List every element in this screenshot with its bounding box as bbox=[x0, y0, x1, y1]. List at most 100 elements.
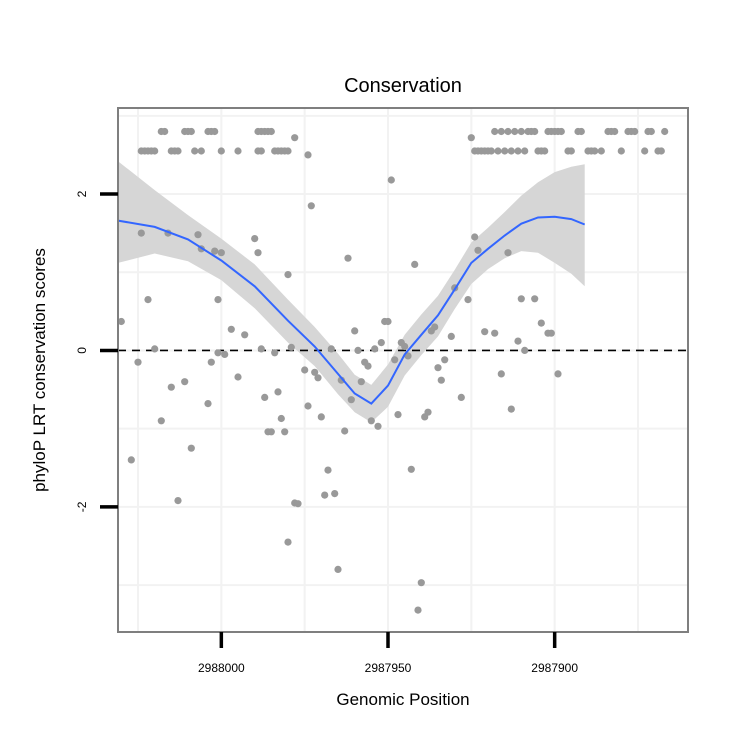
data-point bbox=[487, 147, 495, 155]
data-point bbox=[357, 378, 365, 386]
data-point bbox=[137, 229, 145, 237]
y-axis-label: phyloP LRT conservation scores bbox=[30, 248, 49, 492]
x-tick-label: 2987950 bbox=[365, 661, 412, 675]
data-point bbox=[507, 147, 515, 155]
data-point bbox=[531, 127, 539, 136]
plot-panel-border bbox=[117, 107, 689, 633]
data-point bbox=[304, 402, 312, 410]
data-point bbox=[234, 147, 242, 155]
data-point bbox=[554, 370, 562, 378]
data-point bbox=[294, 500, 302, 508]
data-point bbox=[134, 358, 142, 366]
data-point bbox=[547, 329, 555, 337]
data-point bbox=[254, 147, 262, 155]
data-point bbox=[557, 127, 565, 136]
data-point bbox=[284, 538, 292, 546]
data-point bbox=[274, 388, 282, 396]
data-point bbox=[291, 134, 299, 142]
data-point bbox=[221, 350, 229, 358]
data-point bbox=[314, 374, 322, 382]
data-point bbox=[227, 325, 235, 333]
data-point bbox=[144, 296, 152, 304]
data-points bbox=[117, 127, 669, 614]
data-point bbox=[214, 349, 222, 357]
data-point bbox=[541, 147, 549, 155]
data-point bbox=[434, 364, 442, 372]
data-point bbox=[257, 345, 265, 353]
x-axis-label: Genomic Position bbox=[336, 690, 469, 709]
chart-title: Conservation bbox=[344, 75, 462, 97]
data-point bbox=[497, 370, 505, 378]
data-point bbox=[447, 332, 455, 340]
data-point bbox=[254, 249, 262, 257]
data-point bbox=[577, 127, 585, 136]
data-point bbox=[174, 147, 182, 155]
data-point bbox=[157, 417, 165, 425]
x-tick-label: 2988000 bbox=[198, 661, 245, 675]
data-point bbox=[284, 271, 292, 279]
data-point bbox=[491, 329, 499, 337]
y-axis: -2 0 2 bbox=[75, 190, 118, 512]
y-tick-label: 2 bbox=[75, 190, 89, 197]
data-point bbox=[591, 147, 599, 155]
data-point bbox=[267, 428, 275, 436]
data-point bbox=[471, 233, 479, 241]
data-point bbox=[497, 127, 505, 136]
data-point bbox=[371, 345, 379, 353]
data-point bbox=[464, 296, 472, 304]
data-point bbox=[324, 466, 332, 474]
data-point bbox=[284, 147, 292, 155]
data-point bbox=[657, 147, 665, 155]
data-point bbox=[261, 393, 269, 401]
data-point bbox=[387, 176, 395, 184]
data-point bbox=[301, 366, 309, 374]
data-point bbox=[151, 345, 159, 353]
data-point bbox=[631, 127, 639, 136]
data-point bbox=[377, 339, 385, 347]
data-point bbox=[504, 127, 512, 136]
data-point bbox=[611, 127, 619, 136]
data-point bbox=[441, 356, 449, 364]
data-point bbox=[351, 327, 359, 335]
data-point bbox=[354, 346, 362, 354]
data-point bbox=[317, 413, 325, 421]
data-point bbox=[211, 127, 219, 136]
data-point bbox=[567, 147, 575, 155]
data-point bbox=[537, 319, 545, 327]
data-point bbox=[181, 378, 189, 386]
data-point bbox=[211, 247, 219, 255]
data-point bbox=[437, 376, 445, 384]
data-point bbox=[364, 362, 372, 370]
data-point bbox=[661, 127, 669, 136]
data-point bbox=[517, 127, 525, 136]
data-point bbox=[331, 490, 339, 498]
data-point bbox=[174, 497, 182, 505]
data-point bbox=[267, 127, 275, 136]
data-point bbox=[414, 606, 422, 614]
data-point bbox=[217, 147, 225, 155]
data-point bbox=[597, 147, 605, 155]
data-point bbox=[327, 345, 335, 353]
data-point bbox=[457, 393, 465, 401]
data-point bbox=[521, 147, 529, 155]
data-point bbox=[367, 417, 375, 425]
data-point bbox=[407, 465, 415, 473]
data-point bbox=[187, 127, 195, 136]
data-point bbox=[281, 428, 289, 436]
data-point bbox=[127, 456, 135, 464]
data-point bbox=[531, 295, 539, 303]
data-point bbox=[204, 400, 212, 408]
data-point bbox=[647, 127, 655, 136]
x-tick-label: 2987900 bbox=[531, 661, 578, 675]
data-point bbox=[334, 565, 342, 574]
data-point bbox=[411, 260, 419, 268]
data-point bbox=[481, 328, 489, 336]
smooth-trend-line bbox=[117, 215, 586, 405]
data-point bbox=[431, 323, 439, 331]
x-axis: 2988000 2987950 2987900 bbox=[198, 632, 578, 675]
data-point bbox=[374, 422, 382, 430]
data-point bbox=[514, 337, 522, 345]
data-point bbox=[521, 346, 529, 354]
data-point bbox=[494, 147, 502, 155]
data-point bbox=[341, 427, 349, 435]
